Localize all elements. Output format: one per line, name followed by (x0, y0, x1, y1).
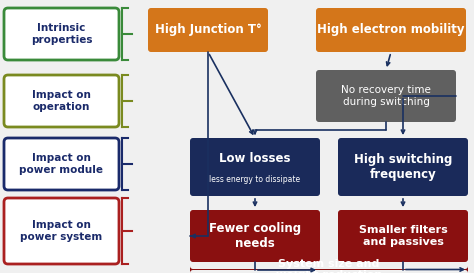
Text: High electron mobility: High electron mobility (317, 23, 465, 37)
Text: less energy to dissipate: less energy to dissipate (210, 174, 301, 183)
FancyBboxPatch shape (148, 8, 268, 52)
FancyBboxPatch shape (4, 198, 119, 264)
FancyBboxPatch shape (316, 70, 456, 122)
Text: Impact on
operation: Impact on operation (32, 90, 91, 112)
FancyBboxPatch shape (4, 75, 119, 127)
Text: Impact on
power system: Impact on power system (20, 220, 103, 242)
FancyBboxPatch shape (316, 8, 466, 52)
FancyBboxPatch shape (4, 8, 119, 60)
Text: Intrinsic
properties: Intrinsic properties (31, 23, 92, 45)
FancyBboxPatch shape (190, 138, 320, 196)
Text: Fewer cooling
needs: Fewer cooling needs (209, 222, 301, 250)
Text: System size and
weight reduction: System size and weight reduction (276, 259, 382, 273)
FancyBboxPatch shape (190, 266, 468, 273)
Text: High Junction T°: High Junction T° (155, 23, 261, 37)
FancyBboxPatch shape (338, 138, 468, 196)
Text: Smaller filters
and passives: Smaller filters and passives (359, 225, 447, 247)
Text: Impact on
power module: Impact on power module (19, 153, 103, 175)
FancyBboxPatch shape (190, 210, 320, 262)
FancyBboxPatch shape (338, 210, 468, 262)
Text: Low losses: Low losses (219, 153, 291, 165)
Text: High switching
frequency: High switching frequency (354, 153, 452, 181)
Text: No recovery time
during switching: No recovery time during switching (341, 85, 431, 107)
FancyBboxPatch shape (4, 138, 119, 190)
